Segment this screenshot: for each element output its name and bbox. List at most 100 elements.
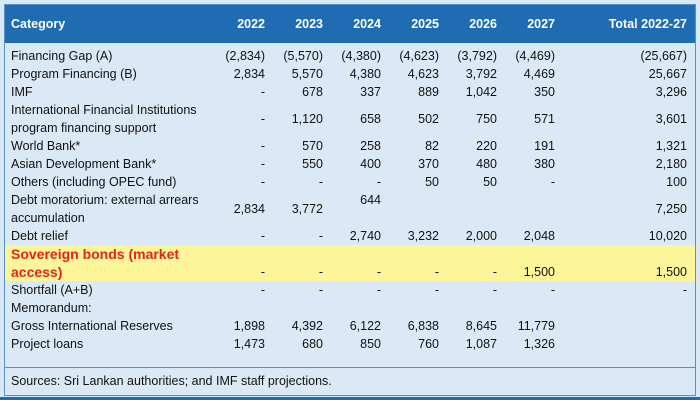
cell-value: 4,392	[291, 319, 323, 333]
cell-value: 1,042	[465, 85, 497, 99]
cell-value: 258	[360, 139, 381, 153]
cell-value: 3,792	[465, 67, 497, 81]
cell-value: 760	[418, 337, 439, 351]
cell-value	[213, 299, 271, 317]
row-label: Memorandum:	[11, 301, 92, 315]
cell-value: 3,772	[291, 202, 323, 216]
table-row: Others (including OPEC fund) - - - 50 50…	[5, 173, 695, 191]
table-row: Project loans 1,473 680 850 760 1,087 1,…	[5, 335, 695, 353]
cell-total: (25,667)	[640, 49, 687, 63]
header-total: Total 2022-27	[561, 5, 695, 43]
row-label: Debt relief	[11, 229, 68, 243]
cell-total: 2,180	[655, 157, 687, 171]
cell-value: (3,792)	[457, 49, 497, 63]
cell-value: -	[318, 229, 323, 243]
cell-value: -	[550, 283, 555, 297]
cell-value: 8,645	[465, 319, 497, 333]
cell-value: 220	[476, 139, 497, 153]
cell-total	[561, 335, 695, 353]
cell-value: 550	[302, 157, 323, 171]
cell-value: 1,120	[291, 112, 323, 126]
cell-value	[445, 299, 503, 317]
cell-value: 3,232	[407, 229, 439, 243]
row-label: World Bank*	[11, 139, 81, 153]
cell-value: 2,048	[523, 229, 555, 243]
cell-value: -	[318, 175, 323, 189]
cell-value: 1,898	[233, 319, 265, 333]
cell-value: 2,000	[465, 229, 497, 243]
row-label: Shortfall (A+B)	[11, 283, 93, 297]
cell-total: 100	[666, 175, 687, 189]
cell-value: 571	[534, 112, 555, 126]
table-body: Financing Gap (A) (2,834) (5,570) (4,380…	[5, 43, 695, 353]
table-row: Debt relief - - 2,740 3,232 2,000 2,048 …	[5, 227, 695, 245]
row-label: Others (including OPEC fund)	[11, 175, 177, 189]
cell-value: 850	[360, 337, 381, 351]
cell-value: 480	[476, 157, 497, 171]
cell-value: 6,838	[407, 319, 439, 333]
cell-value: 370	[418, 157, 439, 171]
cell-value: -	[550, 175, 555, 189]
cell-value: (4,380)	[341, 49, 381, 63]
cell-value	[387, 191, 445, 227]
header-year: 2022	[213, 5, 271, 43]
cell-value: 750	[476, 112, 497, 126]
cell-value: 2,740	[349, 229, 381, 243]
header-year: 2025	[387, 5, 445, 43]
cell-value: 2,834	[233, 202, 265, 216]
cell-total: 3,601	[655, 112, 687, 126]
cell-value: 191	[534, 139, 555, 153]
cell-total: 25,667	[648, 67, 687, 81]
cell-value: 889	[418, 85, 439, 99]
bottom-accent-bar	[0, 397, 700, 400]
cell-value: -	[260, 229, 265, 243]
cell-value: -	[260, 175, 265, 189]
cell-value: 680	[302, 337, 323, 351]
cell-value: -	[260, 85, 265, 99]
row-label: Debt moratorium: external arrears accumu…	[11, 193, 199, 225]
header-category: Category	[5, 5, 213, 43]
cell-value: -	[213, 245, 271, 281]
cell-value: 5,570	[291, 67, 323, 81]
cell-value: -	[329, 245, 387, 281]
cell-value: 678	[302, 85, 323, 99]
table-row: Gross International Reserves 1,898 4,392…	[5, 317, 695, 335]
cell-value	[329, 299, 387, 317]
cell-value: 1,087	[465, 337, 497, 351]
financing-table: Category 2022 2023 2024 2025 2026 2027 T…	[5, 5, 695, 353]
cell-value: 6,122	[349, 319, 381, 333]
cell-value	[271, 299, 329, 317]
cell-total: -	[682, 283, 687, 297]
cell-total	[561, 317, 695, 335]
row-label: IMF	[11, 85, 33, 99]
header-year: 2024	[329, 5, 387, 43]
table-row: International Financial Institutions pro…	[5, 101, 695, 137]
cell-value: 502	[418, 112, 439, 126]
cell-total: 3,296	[655, 85, 687, 99]
cell-value: -	[271, 245, 329, 281]
cell-value: 1,473	[233, 337, 265, 351]
cell-value: 380	[534, 157, 555, 171]
cell-value: 50	[483, 175, 497, 189]
table-row: World Bank* - 570 258 82 220 191 1,321	[5, 137, 695, 155]
table-header-row: Category 2022 2023 2024 2025 2026 2027 T…	[5, 5, 695, 43]
row-label: Program Financing (B)	[11, 67, 137, 81]
header-year: 2027	[503, 5, 561, 43]
cell-value: (5,570)	[283, 49, 323, 63]
table-row: Memorandum:	[5, 299, 695, 317]
cell-value: 337	[360, 85, 381, 99]
cell-value: 644	[360, 193, 381, 207]
cell-value: -	[260, 283, 265, 297]
cell-value: 400	[360, 157, 381, 171]
table-row-highlighted: Sovereign bonds (market access) - - - - …	[5, 245, 695, 281]
source-note: Sources: Sri Lankan authorities; and IMF…	[5, 367, 695, 395]
header-year: 2023	[271, 5, 329, 43]
row-label: Gross International Reserves	[11, 319, 173, 333]
cell-total	[561, 299, 695, 317]
table-row: Program Financing (B) 2,834 5,570 4,380 …	[5, 65, 695, 83]
cell-total: 10,020	[648, 229, 687, 243]
cell-value: -	[260, 157, 265, 171]
cell-value	[387, 299, 445, 317]
cell-value: 82	[425, 139, 439, 153]
row-label: Project loans	[11, 337, 84, 351]
